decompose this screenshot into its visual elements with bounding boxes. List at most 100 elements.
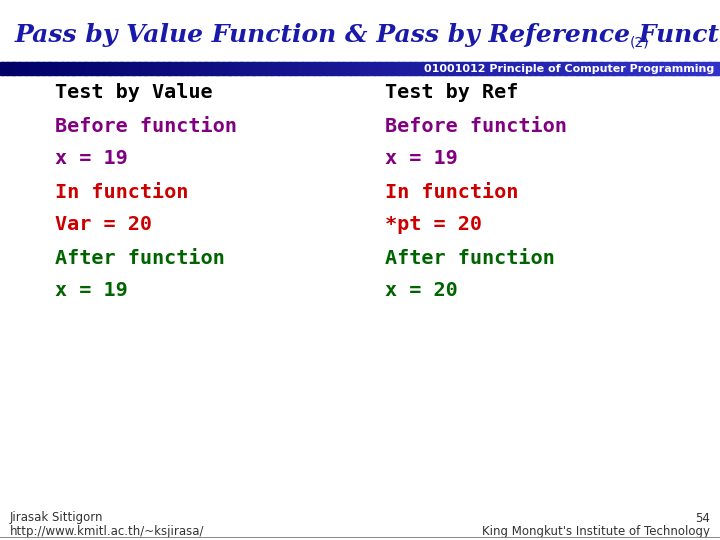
Bar xyxy=(367,62,370,75)
Bar xyxy=(682,62,685,75)
Bar xyxy=(533,62,536,75)
Bar xyxy=(535,62,538,75)
Bar xyxy=(168,62,171,75)
Bar xyxy=(459,62,462,75)
Bar xyxy=(261,62,264,75)
Bar xyxy=(24,62,27,75)
Bar xyxy=(153,62,156,75)
Bar xyxy=(715,62,718,75)
Bar xyxy=(2,62,5,75)
Bar xyxy=(605,62,608,75)
Bar xyxy=(235,62,238,75)
Bar xyxy=(274,62,276,75)
Bar xyxy=(48,62,51,75)
Bar xyxy=(675,62,678,75)
Bar xyxy=(463,62,466,75)
Bar xyxy=(135,62,138,75)
Bar xyxy=(531,62,534,75)
Bar xyxy=(466,62,469,75)
Bar xyxy=(192,62,195,75)
Bar xyxy=(36,62,39,75)
Bar xyxy=(657,62,660,75)
Bar xyxy=(437,62,440,75)
Bar xyxy=(300,62,303,75)
Bar xyxy=(389,62,392,75)
Bar xyxy=(639,62,642,75)
Bar xyxy=(163,62,166,75)
Text: x = 19: x = 19 xyxy=(385,150,458,168)
Text: King Mongkut's Institute of Technology: King Mongkut's Institute of Technology xyxy=(482,524,710,537)
Bar xyxy=(202,62,204,75)
Bar xyxy=(581,62,584,75)
Bar xyxy=(243,62,246,75)
Bar xyxy=(665,62,667,75)
Bar xyxy=(585,62,588,75)
Bar xyxy=(439,62,442,75)
Bar xyxy=(408,62,411,75)
Bar xyxy=(559,62,562,75)
Bar xyxy=(492,62,495,75)
Bar xyxy=(629,62,631,75)
Bar xyxy=(696,62,699,75)
Bar xyxy=(225,62,228,75)
Bar xyxy=(636,62,639,75)
Bar xyxy=(403,62,406,75)
Bar xyxy=(578,62,581,75)
Bar xyxy=(444,62,447,75)
Bar xyxy=(713,62,716,75)
Bar xyxy=(430,62,433,75)
Bar xyxy=(96,62,99,75)
Bar xyxy=(711,62,714,75)
Bar xyxy=(382,62,384,75)
Bar xyxy=(365,62,368,75)
Bar xyxy=(55,62,58,75)
Bar xyxy=(660,62,663,75)
Bar xyxy=(216,62,219,75)
Bar xyxy=(456,62,459,75)
Bar xyxy=(588,62,591,75)
Bar xyxy=(538,62,541,75)
Bar xyxy=(50,62,53,75)
Bar xyxy=(667,62,670,75)
Bar xyxy=(564,62,567,75)
Bar xyxy=(351,62,354,75)
Bar xyxy=(504,62,507,75)
Bar xyxy=(77,62,80,75)
Bar xyxy=(446,62,449,75)
Bar xyxy=(209,62,212,75)
Bar xyxy=(158,62,161,75)
Bar xyxy=(521,62,523,75)
Bar xyxy=(72,62,75,75)
Bar xyxy=(495,62,498,75)
Bar xyxy=(142,62,145,75)
Text: x = 19: x = 19 xyxy=(55,150,127,168)
Bar xyxy=(137,62,140,75)
Bar xyxy=(120,62,123,75)
Bar xyxy=(468,62,471,75)
Bar xyxy=(276,62,279,75)
Bar xyxy=(171,62,174,75)
Bar xyxy=(415,62,418,75)
Bar xyxy=(70,62,73,75)
Bar xyxy=(516,62,519,75)
Bar xyxy=(624,62,627,75)
Bar xyxy=(266,62,269,75)
Bar xyxy=(441,62,444,75)
Bar xyxy=(233,62,235,75)
Bar xyxy=(394,62,397,75)
Bar xyxy=(122,62,125,75)
Bar xyxy=(477,62,480,75)
Bar xyxy=(569,62,572,75)
Bar xyxy=(499,62,502,75)
Bar xyxy=(187,62,190,75)
Bar xyxy=(60,62,63,75)
Bar xyxy=(410,62,413,75)
Bar xyxy=(302,62,305,75)
Bar xyxy=(348,62,351,75)
Bar xyxy=(99,62,102,75)
Bar xyxy=(706,62,708,75)
Bar xyxy=(290,62,293,75)
Bar xyxy=(427,62,430,75)
Bar xyxy=(156,62,159,75)
Bar xyxy=(670,62,672,75)
